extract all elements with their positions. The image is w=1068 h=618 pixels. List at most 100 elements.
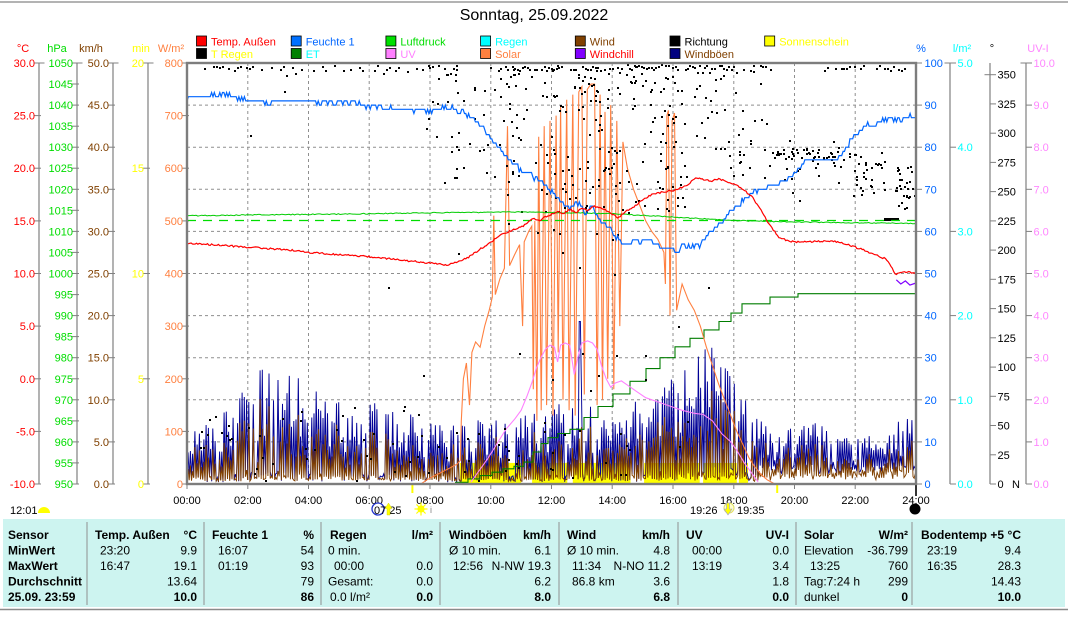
svg-text:Sensor: Sensor [8, 528, 49, 542]
svg-text:20: 20 [925, 395, 937, 407]
svg-text:12:00: 12:00 [538, 495, 566, 507]
svg-text:hPa: hPa [47, 43, 67, 55]
svg-text:800: 800 [165, 58, 183, 70]
svg-text:1005: 1005 [49, 247, 73, 259]
svg-text:-5.0: -5.0 [16, 426, 35, 438]
svg-text:50.0: 50.0 [88, 58, 109, 70]
svg-text:Gesamt:: Gesamt: [328, 575, 373, 589]
svg-text:90: 90 [925, 100, 937, 112]
svg-text:i: i [430, 505, 432, 515]
svg-text:16:35: 16:35 [927, 559, 957, 573]
svg-text:04:00: 04:00 [295, 495, 323, 507]
svg-text:min: min [132, 43, 150, 55]
svg-text:300: 300 [165, 321, 183, 333]
svg-text:T Regen: T Regen [211, 49, 253, 61]
svg-text:970: 970 [55, 395, 73, 407]
svg-text:MinWert: MinWert [8, 544, 55, 558]
svg-text:0.0: 0.0 [20, 374, 35, 386]
svg-text:299: 299 [888, 575, 908, 589]
svg-text:10.0: 10.0 [1034, 58, 1055, 70]
svg-text:0.0: 0.0 [772, 544, 789, 558]
svg-text:km/h: km/h [523, 528, 551, 542]
svg-text:20:00: 20:00 [781, 495, 809, 507]
svg-text:9.9: 9.9 [180, 544, 197, 558]
svg-text:0: 0 [901, 590, 908, 604]
svg-text:24:00: 24:00 [902, 495, 930, 507]
svg-text:-36.799: -36.799 [867, 544, 908, 558]
svg-text:08:00: 08:00 [416, 495, 444, 507]
svg-text:0: 0 [998, 479, 1004, 491]
svg-text:UV-I: UV-I [1027, 43, 1048, 55]
svg-text:25: 25 [998, 450, 1010, 462]
svg-text:2.0: 2.0 [1034, 395, 1049, 407]
svg-text:45.0: 45.0 [88, 100, 109, 112]
svg-text:35.0: 35.0 [88, 184, 109, 196]
svg-text:25.09. 23:59: 25.09. 23:59 [8, 590, 76, 604]
svg-text:1015: 1015 [49, 205, 73, 217]
svg-text:ET: ET [306, 49, 320, 61]
svg-text:Windböen: Windböen [449, 528, 507, 542]
svg-text:125: 125 [998, 333, 1016, 345]
svg-text:985: 985 [55, 332, 73, 344]
svg-text:%: % [303, 528, 314, 542]
svg-text:0.0: 0.0 [772, 590, 789, 604]
svg-text:13:19: 13:19 [692, 559, 722, 573]
svg-text:980: 980 [55, 353, 73, 365]
svg-text:13:25: 13:25 [810, 559, 840, 573]
svg-text:3.0: 3.0 [1034, 353, 1049, 365]
svg-text:30.0: 30.0 [14, 58, 35, 70]
svg-text:Regen: Regen [495, 37, 527, 49]
svg-text:990: 990 [55, 311, 73, 323]
svg-text:40: 40 [925, 311, 937, 323]
svg-text:6.2: 6.2 [534, 575, 551, 589]
svg-text:%: % [916, 43, 926, 55]
svg-text:10.0: 10.0 [88, 395, 109, 407]
svg-text:23:20: 23:20 [100, 544, 130, 558]
svg-text:960: 960 [55, 437, 73, 449]
svg-text:1030: 1030 [49, 142, 73, 154]
svg-text:9.0: 9.0 [1034, 100, 1049, 112]
svg-text:Durchschnitt: Durchschnitt [8, 575, 82, 589]
svg-text:Sonntag, 25.09.2022: Sonntag, 25.09.2022 [460, 7, 609, 24]
svg-text:19:26: 19:26 [690, 505, 718, 517]
svg-text:225: 225 [998, 216, 1016, 228]
svg-text:250: 250 [998, 187, 1016, 199]
svg-text:5: 5 [138, 374, 144, 386]
svg-text:0.0 l/m²: 0.0 l/m² [330, 590, 370, 604]
svg-text:3.0: 3.0 [958, 226, 973, 238]
svg-text:100: 100 [165, 426, 183, 438]
svg-text:200: 200 [165, 374, 183, 386]
svg-text:23:19: 23:19 [927, 544, 957, 558]
svg-text:4.0: 4.0 [958, 142, 973, 154]
svg-text:4.8: 4.8 [653, 544, 670, 558]
svg-text:3.4: 3.4 [772, 559, 789, 573]
svg-text:1.8: 1.8 [772, 575, 789, 589]
svg-text:00:00: 00:00 [334, 559, 364, 573]
svg-text:1000: 1000 [49, 269, 73, 281]
svg-text:70: 70 [925, 184, 937, 196]
svg-text:150: 150 [998, 304, 1016, 316]
svg-text:5.0: 5.0 [94, 437, 109, 449]
svg-text:Solar: Solar [495, 49, 521, 61]
svg-text:Sonnenschein: Sonnenschein [779, 37, 849, 49]
svg-text:km/h: km/h [642, 528, 670, 542]
svg-text:02:00: 02:00 [234, 495, 262, 507]
svg-text:MaxWert: MaxWert [8, 559, 58, 573]
svg-text:965: 965 [55, 416, 73, 428]
svg-text:60: 60 [925, 226, 937, 238]
svg-text:16:07: 16:07 [218, 544, 248, 558]
svg-text:975: 975 [55, 374, 73, 386]
svg-text:UV-I: UV-I [766, 528, 789, 542]
svg-text:4.0: 4.0 [1034, 311, 1049, 323]
svg-text:Solar: Solar [804, 528, 834, 542]
svg-text:93: 93 [301, 559, 315, 573]
svg-text:0: 0 [177, 479, 183, 491]
svg-text:°C: °C [1008, 528, 1022, 542]
svg-text:19.1: 19.1 [174, 559, 198, 573]
svg-text:79: 79 [301, 575, 315, 589]
svg-text:dunkel: dunkel [804, 590, 839, 604]
svg-text:13.64: 13.64 [167, 575, 197, 589]
svg-text:Ø 10 min.: Ø 10 min. [567, 544, 619, 558]
svg-text:0: 0 [138, 479, 144, 491]
svg-text:N: N [1012, 479, 1020, 491]
